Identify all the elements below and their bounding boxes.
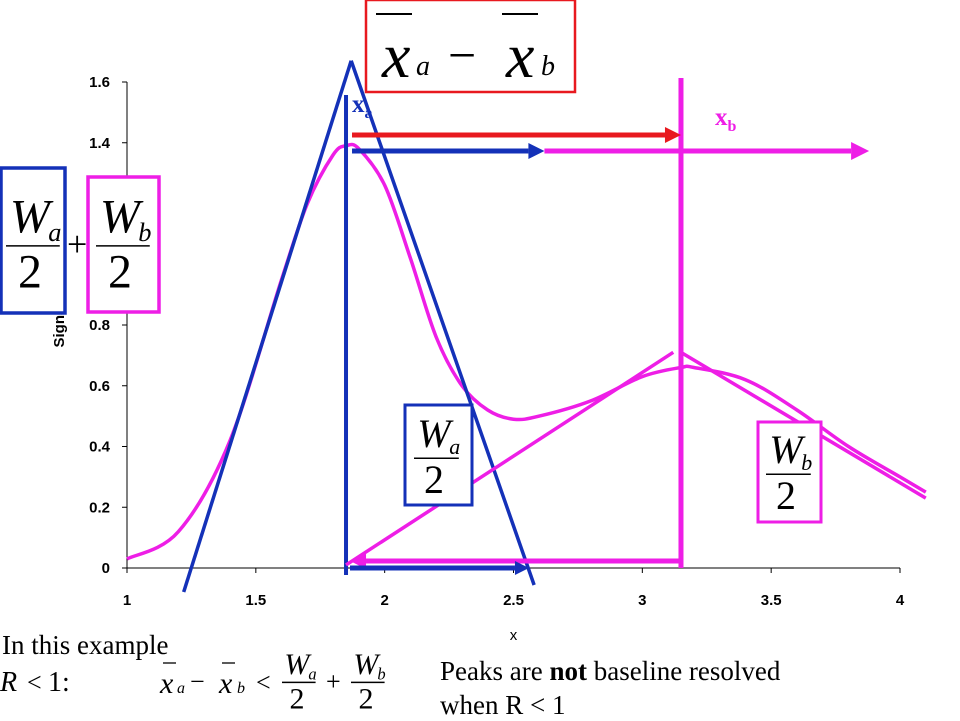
wa-box (403, 403, 474, 507)
xa-sub: a (416, 51, 430, 82)
arrow-half-width-b-top-head (851, 142, 870, 160)
arrow-half-width-b-bottom-head (350, 553, 367, 569)
arrow-half-width-a-top-head (528, 143, 545, 159)
x-axis-label: x (510, 627, 518, 644)
sum-wa-fraction-denom: 2 (18, 246, 42, 299)
peak-a-label-var: x (352, 91, 365, 118)
wa-fraction: Wa2 (414, 411, 460, 502)
caption-peaks-bold: not (549, 656, 587, 686)
y-tick-label: 0.2 (89, 499, 110, 516)
y-tick-label: 0.8 (89, 317, 110, 334)
ineq-wb-frac-denom: 2 (359, 683, 374, 716)
ineq-one: 1: (48, 667, 70, 698)
caption-peaks-prefix: Peaks are (440, 656, 550, 686)
caption-when: when R < 1 (440, 690, 566, 720)
resolution-inequality: R <1: x a − x b <W a2+W b2 (0, 648, 386, 716)
arrow-half-width-a-top (352, 143, 545, 159)
sum-wb-fraction-denom: 2 (108, 246, 132, 299)
tangent-a-left (182, 60, 353, 593)
ineq-xb-sub: b (237, 680, 245, 697)
separation-box (364, 0, 577, 94)
peak-b-label-sub: b (728, 118, 737, 135)
ineq-wb-frac-sub: b (377, 664, 385, 683)
wb-fraction-denom: 2 (776, 473, 796, 518)
xa-var: x (381, 20, 410, 91)
arrow-separation (352, 127, 681, 143)
ineq-wa-frac-w: W (284, 648, 312, 681)
arrow-half-width-b-top (544, 142, 870, 160)
ineq-lt-1: < (27, 668, 42, 697)
y-tick-label: 1.4 (89, 135, 111, 152)
xb-var: x (505, 20, 534, 91)
ineq-r: R (0, 667, 17, 698)
minus-sign: − (448, 27, 476, 83)
tangent-b-left (345, 350, 675, 567)
arrow-half-width-b-bottom (350, 553, 681, 569)
arrow-separation-head (664, 127, 681, 143)
x-tick-label: 4 (896, 592, 905, 609)
tangent-a-right (349, 60, 536, 586)
ineq-wa-frac-denom: 2 (290, 683, 305, 716)
separation-expression: x a − x b (376, 13, 555, 91)
sum-wb-fraction-sub: b (138, 217, 151, 247)
x-tick-label: 2 (380, 592, 388, 609)
ineq-xa: x (159, 667, 174, 700)
x-tick-label: 2.5 (503, 592, 524, 609)
sum-wa-fraction: Wa2 (6, 190, 61, 299)
y-tick-label: 0 (102, 560, 110, 577)
peak-b-label: xb (715, 104, 737, 135)
wa-fraction-w: W (417, 411, 454, 456)
wb-fraction: Wb2 (766, 427, 812, 518)
x-tick-label: 1 (123, 592, 131, 609)
sum-wb-fraction-w: W (100, 190, 144, 243)
sum-wa-fraction-sub: a (48, 217, 61, 247)
sum-wa-fraction-w: W (10, 190, 54, 243)
xb-sub: b (541, 51, 555, 82)
x-tick-label: 1.5 (245, 592, 266, 609)
y-tick-label: 1.6 (89, 74, 110, 91)
y-tick-label: 0.4 (89, 439, 111, 456)
arrow-half-width-a-bottom-head (514, 561, 529, 575)
y-tick-label: 0.6 (89, 378, 110, 395)
peak-b-label-var: x (715, 104, 728, 131)
ineq-xb: x (218, 667, 233, 700)
wb-sum-box (86, 175, 161, 314)
wa-fraction-sub: a (449, 434, 460, 459)
sum-wb-fraction: Wb2 (96, 190, 151, 299)
wa-sum-box (0, 166, 67, 315)
sum-plus-sign: + (67, 224, 87, 264)
ineq-xa-sub: a (177, 680, 185, 697)
ineq-wb-frac-w: W (353, 648, 381, 681)
peak-a-label-sub: a (365, 105, 373, 122)
ineq-minus: − (190, 667, 205, 696)
wb-box (756, 420, 823, 524)
peak-a-label: xa (352, 91, 373, 122)
caption-example: In this example (2, 630, 169, 660)
caption-peaks: Peaks are not baseline resolved (440, 656, 780, 687)
wa-fraction-denom: 2 (424, 457, 444, 502)
arrow-half-width-a-bottom (350, 561, 529, 575)
ineq-plus: + (326, 667, 341, 696)
wb-fraction-sub: b (801, 450, 812, 475)
wb-fraction-w: W (769, 427, 806, 472)
x-tick-label: 3 (638, 592, 646, 609)
ineq-lt-2: < (256, 668, 271, 697)
caption-peaks-suffix: baseline resolved (586, 656, 781, 686)
x-tick-label: 3.5 (761, 592, 782, 609)
ineq-wa-frac-sub: a (308, 664, 316, 683)
